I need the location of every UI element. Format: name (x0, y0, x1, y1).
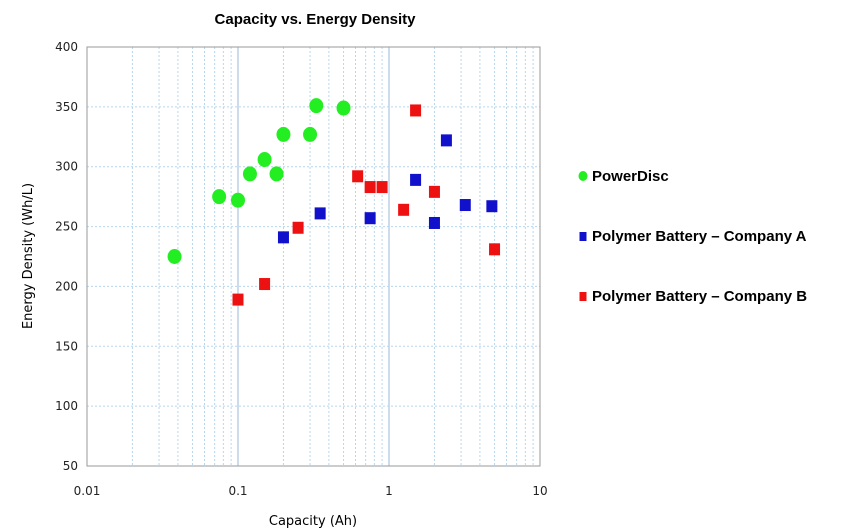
data-point (440, 134, 452, 147)
data-point (231, 192, 245, 208)
data-point (292, 221, 304, 234)
data-point (336, 100, 351, 116)
y-tick-label: 300 (55, 160, 78, 174)
data-point (259, 278, 271, 291)
y-tick-label: 350 (55, 100, 78, 114)
data-point (314, 207, 326, 220)
data-point (364, 181, 376, 194)
x-tick-label: 0.1 (228, 484, 247, 498)
data-point (232, 293, 244, 306)
data-point (410, 104, 422, 117)
data-point (269, 166, 284, 182)
legend-marker (579, 232, 587, 241)
y-tick-label: 150 (55, 339, 78, 353)
data-point (398, 203, 410, 216)
y-tick-label: 400 (55, 40, 78, 54)
data-point (410, 173, 422, 186)
x-tick-label: 0.01 (74, 484, 101, 498)
data-point (376, 181, 388, 194)
data-point (428, 185, 440, 198)
data-point (167, 249, 182, 264)
legend-marker (579, 292, 587, 301)
data-point (276, 126, 291, 142)
legend-marker (578, 171, 588, 181)
data-point (352, 170, 364, 183)
plot-area (86, 46, 541, 467)
y-tick-label: 200 (55, 279, 78, 293)
x-tick-labels: 0.01 0.1 1 10 (74, 484, 548, 498)
legend: PowerDisc Polymer Battery – Company A Poly… (578, 168, 807, 305)
x-axis-label: Capacity (Ah) (269, 514, 357, 529)
y-axis-label: Energy Density (Wh/L) (21, 183, 36, 329)
y-tick-labels: 50 100 150 200 250 300 350 400 (55, 40, 78, 473)
y-tick-label: 250 (55, 220, 78, 234)
data-point (242, 166, 257, 182)
x-tick-label: 10 (532, 484, 547, 498)
y-tick-label: 100 (55, 399, 78, 413)
data-point (489, 243, 501, 256)
data-point (486, 200, 498, 213)
legend-label: PowerDisc (592, 168, 669, 185)
data-point (257, 152, 272, 168)
data-point (303, 126, 318, 142)
data-point (364, 212, 376, 225)
data-point (309, 98, 324, 114)
data-point (428, 216, 440, 229)
chart-title: Capacity vs. Energy Density (215, 11, 417, 28)
data-point (459, 199, 471, 212)
y-tick-label: 50 (63, 459, 78, 473)
legend-label: Polymer Battery – Company A (592, 228, 807, 245)
legend-label: Polymer Battery – Company B (592, 288, 807, 305)
x-tick-label: 1 (385, 484, 393, 498)
minor-gridlines (131, 47, 534, 466)
data-markers (167, 98, 501, 306)
data-point (277, 231, 289, 244)
data-point (212, 189, 227, 205)
